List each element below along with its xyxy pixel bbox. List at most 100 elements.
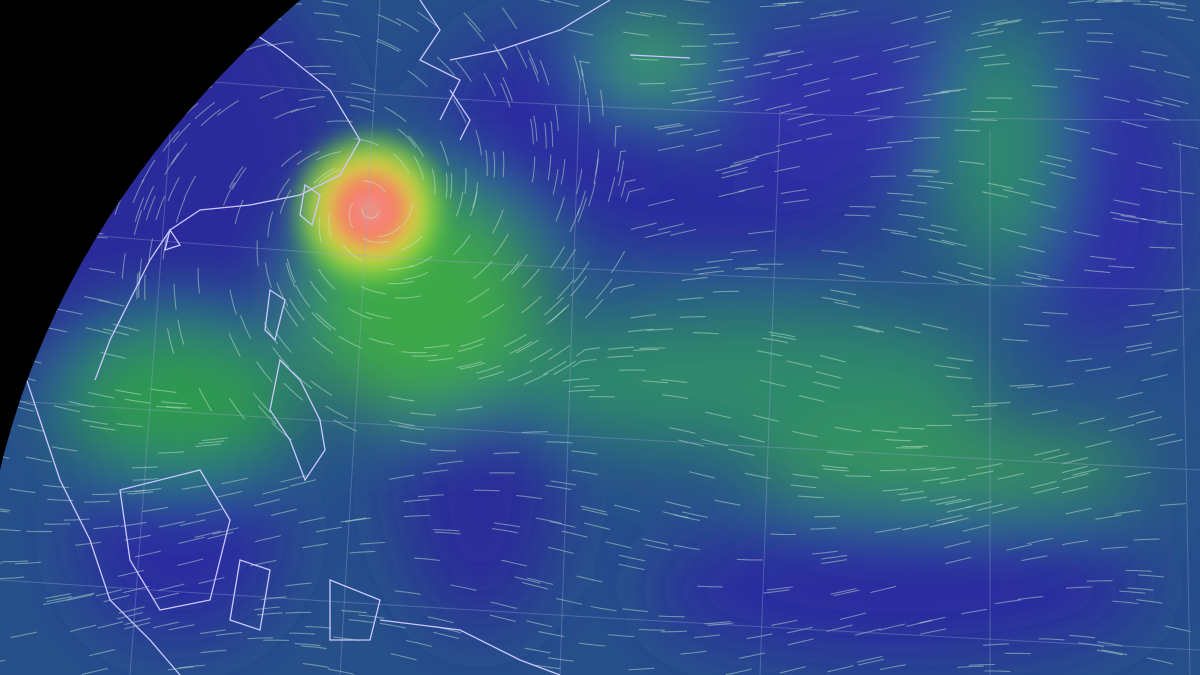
wind-streak xyxy=(1038,638,1065,641)
wind-streak xyxy=(124,617,151,625)
wind-streak xyxy=(958,160,985,165)
wind-streak xyxy=(1040,226,1067,234)
wind-streak xyxy=(134,550,161,558)
wind-streak xyxy=(707,79,734,85)
wind-streak xyxy=(786,63,813,71)
wind-streak xyxy=(734,266,761,270)
wind-streak xyxy=(866,88,893,95)
wind-streak xyxy=(521,268,540,288)
wind-streak xyxy=(234,199,244,225)
wind-streak xyxy=(1151,311,1178,317)
wind-streak xyxy=(677,22,704,25)
wind-streak xyxy=(1156,315,1183,321)
wind-streak xyxy=(694,634,721,638)
wind-streak xyxy=(272,347,290,368)
wind-streak xyxy=(358,614,385,619)
wind-streak xyxy=(618,554,646,562)
wind-streak xyxy=(223,182,235,206)
wind-streak xyxy=(561,248,576,271)
wind-streak xyxy=(618,563,645,571)
wind-streak xyxy=(901,270,928,278)
wind-streak xyxy=(177,558,204,566)
wind-streak xyxy=(489,614,516,622)
wind-streak xyxy=(63,518,90,521)
wind-streak xyxy=(731,249,758,254)
wind-streak xyxy=(665,500,692,509)
typhoon[interactable] xyxy=(285,125,455,295)
wind-streak xyxy=(1128,410,1155,419)
wind-streak xyxy=(683,0,710,3)
wind-streak xyxy=(1034,448,1061,456)
wind-streak xyxy=(322,0,349,6)
wind-streak xyxy=(1078,642,1105,647)
wind-streak xyxy=(531,156,536,183)
wind-streak xyxy=(573,385,600,388)
wind-streak xyxy=(74,541,102,546)
wind-streak xyxy=(14,561,42,565)
wind-streak xyxy=(0,451,9,459)
wind-streak xyxy=(360,286,386,295)
wind-streak xyxy=(195,443,222,447)
wind-streak xyxy=(560,158,566,185)
wind-streak xyxy=(578,642,606,647)
wind-streak xyxy=(729,159,757,167)
wind-streak xyxy=(1136,416,1163,424)
wind-streak xyxy=(1156,439,1184,446)
wind-streak xyxy=(152,592,180,600)
wind-streak xyxy=(894,326,921,334)
wind-streak xyxy=(917,227,945,234)
wind-streak xyxy=(135,488,162,492)
wind-streak xyxy=(44,593,71,599)
wind-streak xyxy=(93,525,120,530)
wind-streak xyxy=(775,139,802,147)
wind-streak xyxy=(1124,471,1151,478)
wind-streak xyxy=(662,511,689,519)
wind-streak xyxy=(47,498,74,502)
wind-streak xyxy=(493,151,496,178)
wind-streak xyxy=(834,301,861,309)
wind-streak xyxy=(1061,465,1088,474)
wind-streak xyxy=(502,151,505,178)
wind-streak xyxy=(427,357,454,362)
wind-streak xyxy=(544,297,564,316)
wind-streak xyxy=(968,663,995,666)
wind-streak xyxy=(516,339,539,354)
wind-streak xyxy=(886,140,913,144)
wind-streak xyxy=(348,619,375,624)
wind-streak xyxy=(411,354,438,357)
wind-streak xyxy=(870,585,897,594)
wind-streak xyxy=(982,191,1009,198)
wind-streak xyxy=(84,296,111,303)
wind-streak xyxy=(1103,95,1130,103)
wind-streak xyxy=(231,167,247,190)
wind-streak xyxy=(821,465,848,469)
wind-streak xyxy=(774,24,801,30)
wind-streak xyxy=(70,624,97,632)
wind-streak xyxy=(1124,323,1151,328)
wind-streak xyxy=(549,521,576,528)
wind-streak xyxy=(803,78,830,86)
wind-streak xyxy=(1086,40,1113,44)
wind-streak xyxy=(201,437,228,441)
wind-streak xyxy=(1017,596,1044,600)
wind-streak xyxy=(115,389,142,396)
wind-streak xyxy=(434,531,461,535)
wind-streak xyxy=(456,361,482,369)
wind-streak xyxy=(390,653,417,661)
wind-streak xyxy=(853,325,880,333)
wind-streak xyxy=(763,589,790,594)
wind-streak xyxy=(797,495,824,499)
wind-streak xyxy=(1015,274,1042,281)
wind-streak xyxy=(179,519,206,527)
wind-streak xyxy=(586,97,591,124)
wind-streak xyxy=(919,616,946,624)
wind-streak xyxy=(913,169,940,172)
wind-streak xyxy=(696,585,724,588)
wind-streak xyxy=(229,289,237,315)
wind-streak xyxy=(827,451,854,456)
wind-streak xyxy=(0,576,25,580)
wind-streak xyxy=(340,517,367,523)
wind-streak xyxy=(152,621,179,629)
